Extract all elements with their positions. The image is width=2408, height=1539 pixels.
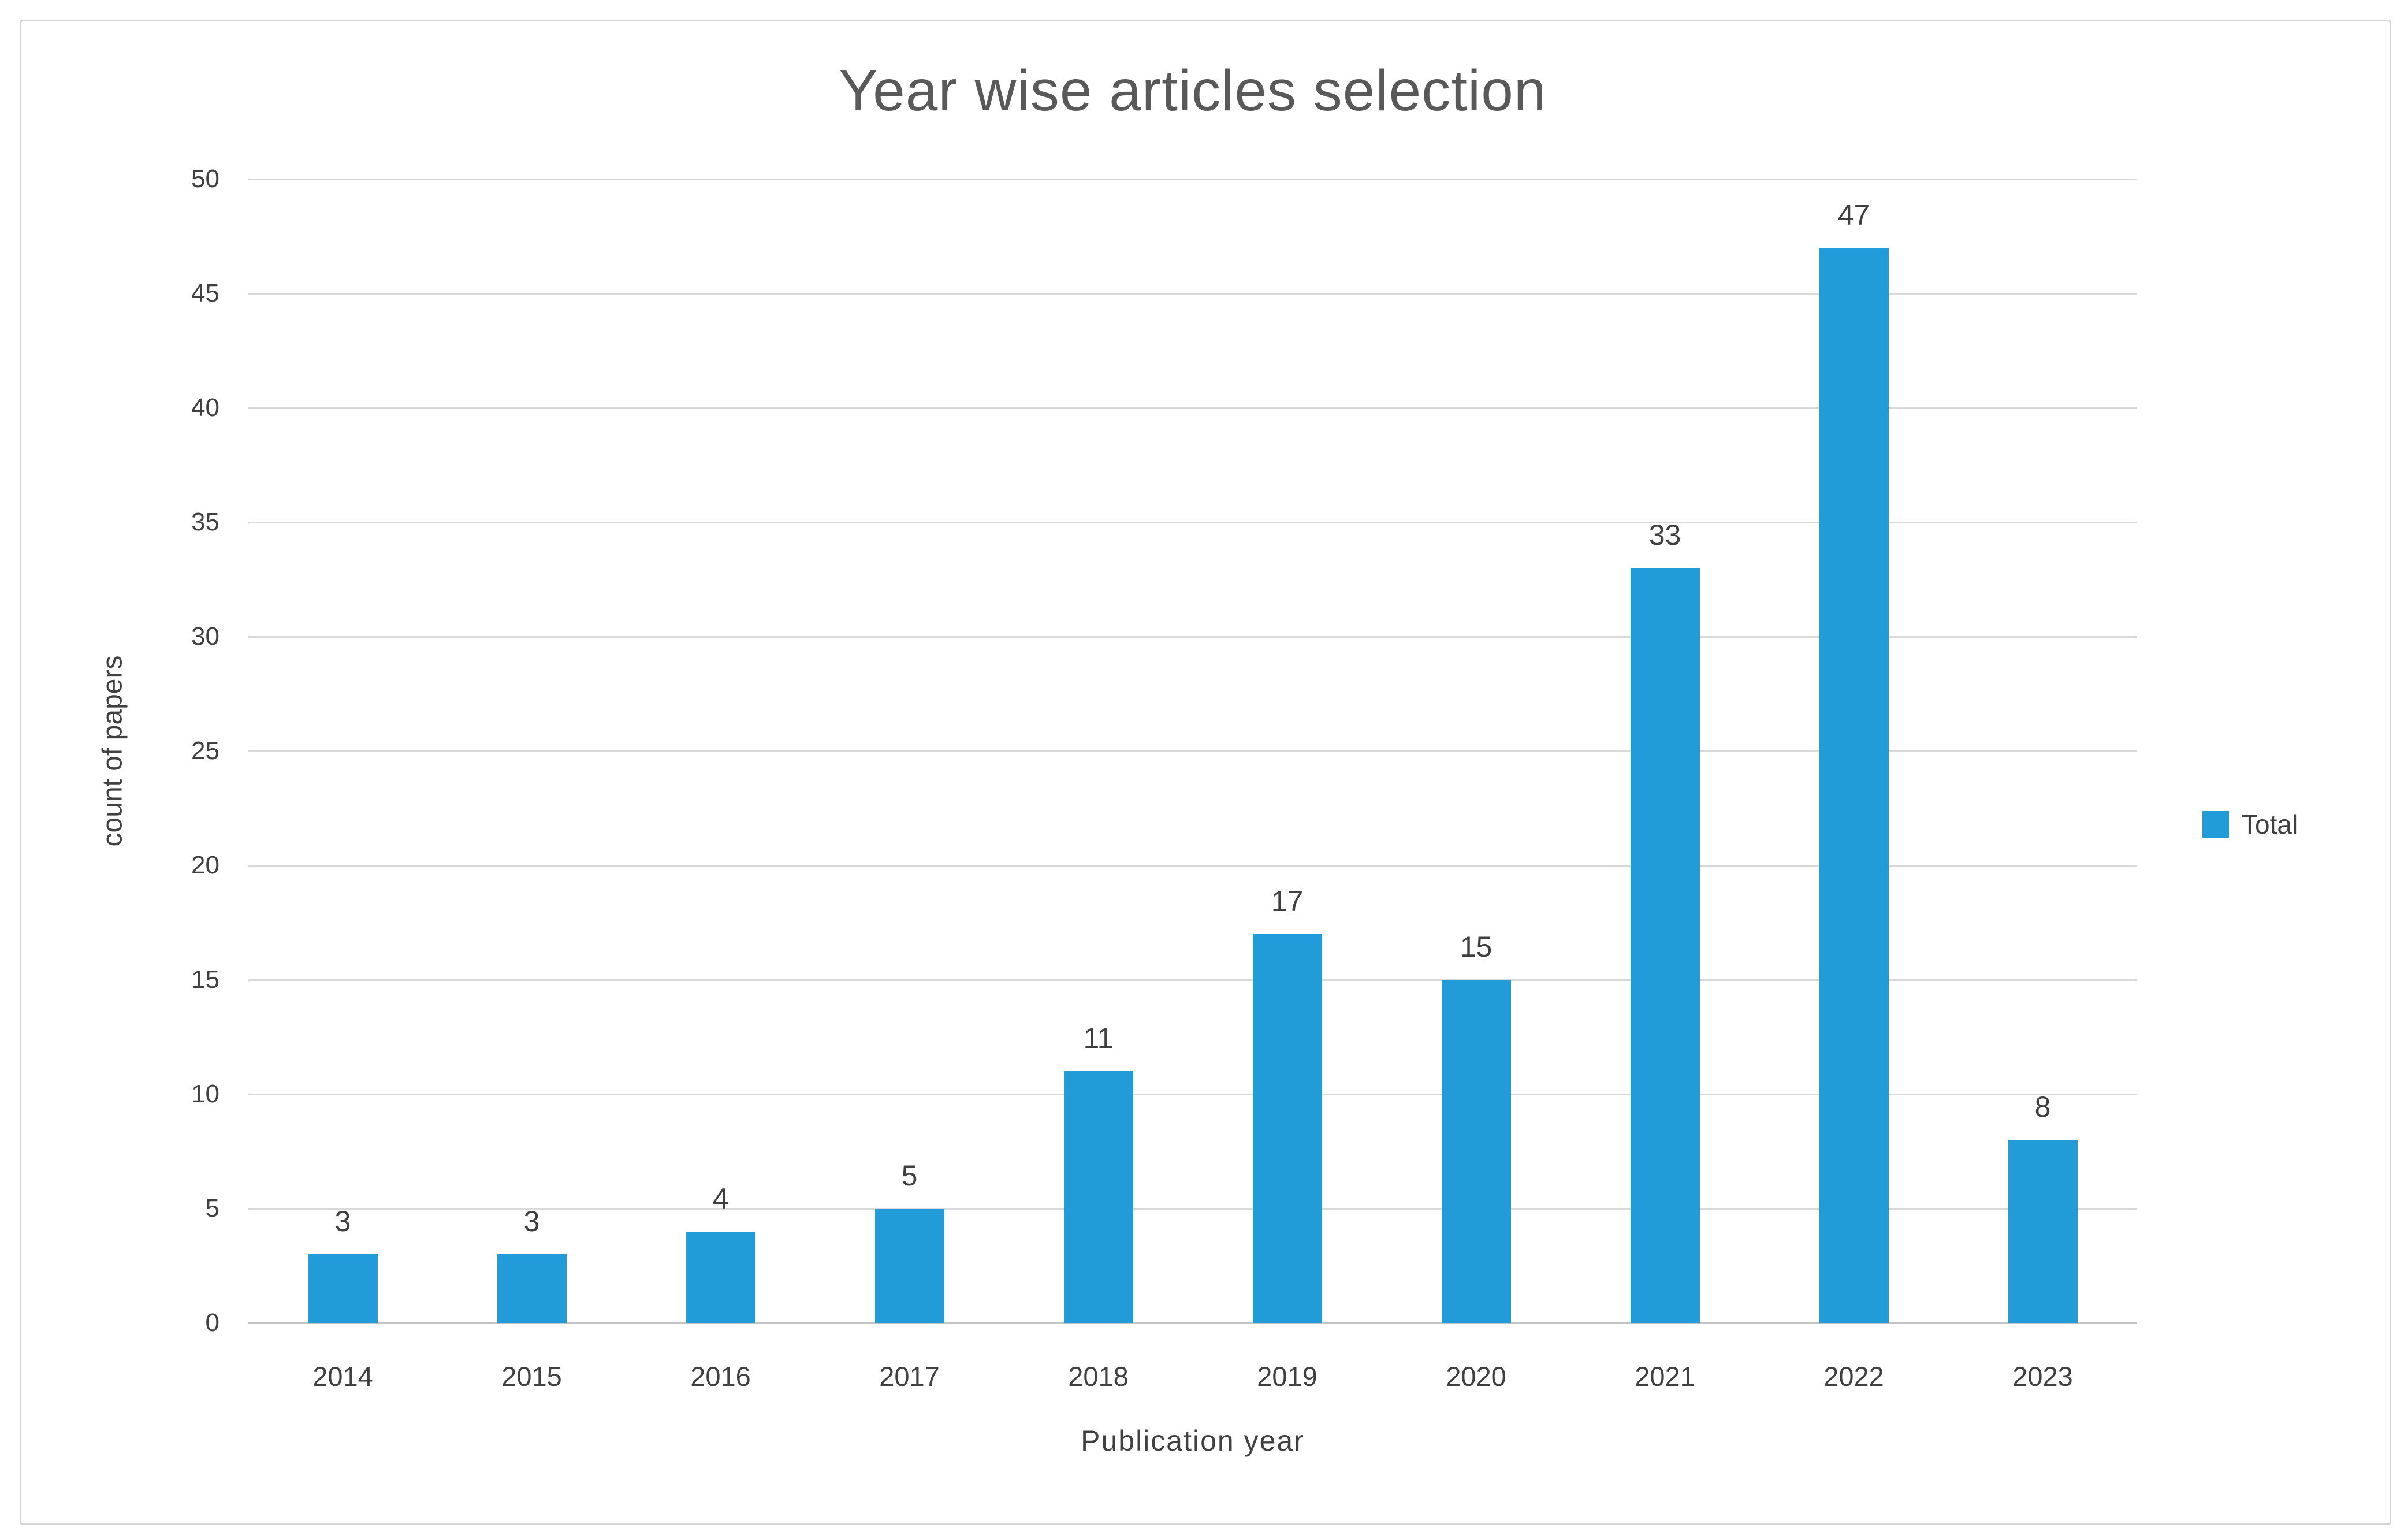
y-tick-label-40: 40 xyxy=(191,393,219,422)
bar-value-label-2020: 15 xyxy=(1460,931,1493,963)
bar-2016 xyxy=(686,1231,755,1323)
gridline-50 xyxy=(248,178,2137,180)
x-tick-label-2022: 2022 xyxy=(1823,1361,1884,1392)
y-axis-title: count of papers xyxy=(97,655,128,847)
bar-value-label-2016: 4 xyxy=(712,1182,729,1215)
bar-2023 xyxy=(2008,1140,2078,1323)
gridline-20 xyxy=(248,864,2137,867)
y-tick-label-25: 25 xyxy=(191,737,219,765)
y-tick-label-5: 5 xyxy=(205,1194,219,1222)
y-tick-label-15: 15 xyxy=(191,965,219,994)
gridline-0 xyxy=(248,1322,2137,1324)
bar-value-label-2023: 8 xyxy=(2034,1091,2051,1124)
bar-value-label-2014: 3 xyxy=(334,1205,351,1238)
bar-2018 xyxy=(1063,1071,1133,1323)
plot-area: 0 5 10 15 20 25 30 35 40 45 50 3 3 4 5 11 17 15 33 47 8 201… xyxy=(191,165,2137,1392)
y-tick-label-0: 0 xyxy=(205,1308,219,1337)
x-tick-label-2018: 2018 xyxy=(1068,1361,1129,1392)
gridline-15 xyxy=(248,979,2137,981)
x-tick-label-2016: 2016 xyxy=(690,1361,751,1392)
gridline-10 xyxy=(248,1093,2137,1095)
gridline-45 xyxy=(248,292,2137,295)
x-tick-label-2015: 2015 xyxy=(501,1361,562,1392)
chart-frame xyxy=(20,20,2391,1525)
x-tick-label-2014: 2014 xyxy=(312,1361,373,1392)
y-tick-label-30: 30 xyxy=(191,622,219,650)
gridline-25 xyxy=(248,750,2137,752)
y-tick-label-10: 10 xyxy=(191,1080,219,1108)
x-tick-label-2019: 2019 xyxy=(1257,1361,1317,1392)
bar-2019 xyxy=(1252,934,1322,1323)
bar-value-label-2021: 33 xyxy=(1648,519,1681,552)
gridline-30 xyxy=(248,635,2137,638)
bar-value-label-2018: 11 xyxy=(1083,1022,1114,1055)
y-tick-label-45: 45 xyxy=(191,279,219,307)
bar-value-label-2015: 3 xyxy=(523,1205,540,1238)
legend: Total xyxy=(2202,809,2298,840)
bar-value-label-2022: 47 xyxy=(1837,198,1870,231)
legend-label: Total xyxy=(2242,809,2298,839)
y-tick-label-20: 20 xyxy=(191,851,219,879)
bar-2014 xyxy=(308,1254,378,1323)
gridline-35 xyxy=(248,521,2137,523)
gridline-5 xyxy=(248,1207,2137,1210)
bar-2020 xyxy=(1441,980,1511,1323)
bar-2021 xyxy=(1630,568,1700,1323)
gridline-40 xyxy=(248,407,2137,409)
bar-2017 xyxy=(874,1209,944,1323)
x-axis-title: Publication year xyxy=(1081,1425,1305,1457)
x-tick-label-2021: 2021 xyxy=(1635,1361,1695,1392)
legend-swatch-total xyxy=(2202,811,2229,838)
bar-2015 xyxy=(497,1254,567,1323)
x-tick-label-2017: 2017 xyxy=(879,1361,940,1392)
bar-2022 xyxy=(1819,247,1889,1323)
chart-title: Year wise articles selection xyxy=(839,58,1547,123)
y-tick-label-35: 35 xyxy=(191,508,219,536)
bar-value-label-2019: 17 xyxy=(1271,884,1304,917)
bar-value-label-2017: 5 xyxy=(901,1159,918,1192)
y-tick-label-50: 50 xyxy=(191,165,219,193)
x-tick-label-2020: 2020 xyxy=(1446,1361,1506,1392)
x-tick-label-2023: 2023 xyxy=(2012,1361,2073,1392)
